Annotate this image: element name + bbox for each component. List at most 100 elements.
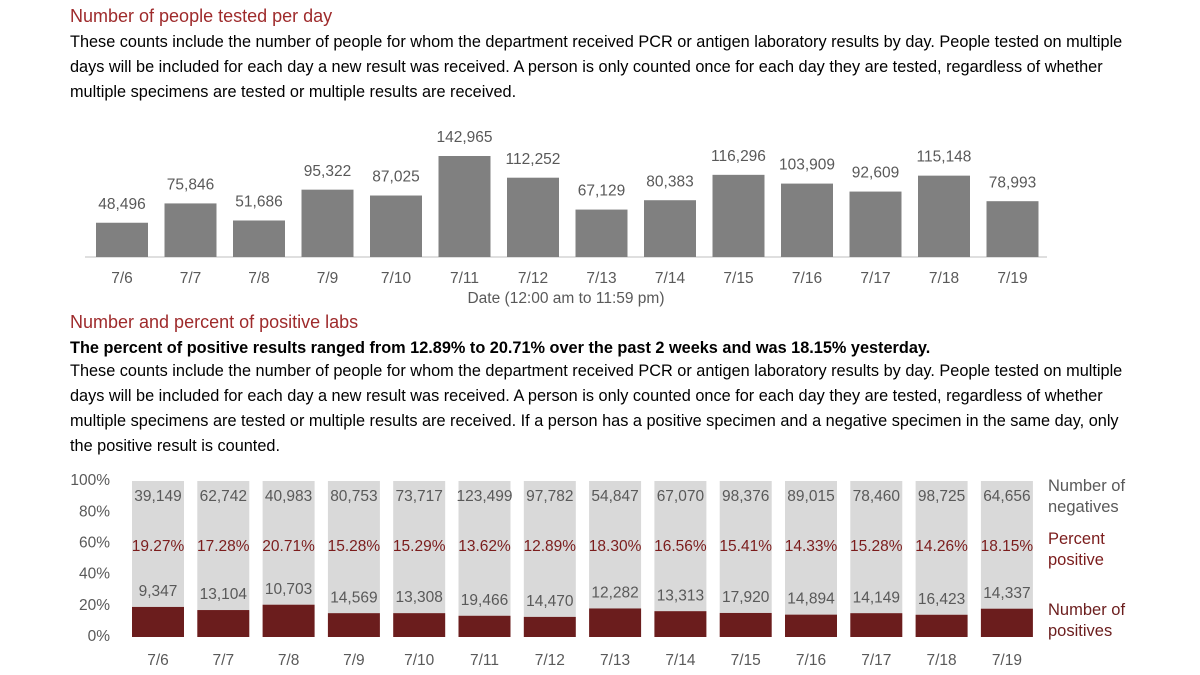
negatives-label: 67,070 <box>657 488 705 505</box>
value-label: 78,993 <box>989 174 1036 191</box>
bar <box>849 191 902 257</box>
negatives-bar <box>132 481 184 607</box>
negatives-bar <box>197 481 250 611</box>
positives-label: 9,347 <box>139 583 178 600</box>
bar <box>575 209 628 257</box>
positives-bar <box>523 616 576 637</box>
negatives-label: 98,725 <box>918 488 965 505</box>
positives-bar <box>132 606 184 637</box>
legend-entry: Percent positive <box>1048 530 1105 569</box>
negatives-label: 54,847 <box>591 488 638 505</box>
x-tick-label: 7/13 <box>586 270 616 287</box>
positives-label: 14,149 <box>853 589 900 606</box>
x-tick-label: 7/15 <box>731 652 761 669</box>
negatives-bar <box>980 481 1033 609</box>
negatives-bar <box>393 481 446 614</box>
y-tick-label: 60% <box>79 534 110 551</box>
y-tick-label: 0% <box>88 628 111 645</box>
positives-bar <box>458 615 511 637</box>
positives-bar <box>850 613 903 637</box>
value-label: 48,496 <box>98 196 145 213</box>
positives-bar <box>589 608 642 637</box>
x-tick-label: 7/8 <box>278 652 300 669</box>
value-label: 142,965 <box>436 129 492 146</box>
positives-label: 17,920 <box>722 589 770 606</box>
x-tick-label: 7/11 <box>450 270 479 287</box>
x-tick-label: 7/18 <box>927 652 957 669</box>
percent-label: 15.28% <box>328 538 381 555</box>
negatives-label: 89,015 <box>787 488 834 505</box>
negatives-bar <box>523 481 576 617</box>
positives-bar <box>785 614 837 637</box>
x-tick-label: 7/7 <box>180 270 202 287</box>
x-tick-label: 7/14 <box>655 270 686 287</box>
description: These counts include the number of peopl… <box>70 362 1123 455</box>
percent-label: 18.30% <box>589 538 642 555</box>
x-tick-label: 7/15 <box>723 270 753 287</box>
positives-label: 19,466 <box>461 592 508 609</box>
bar <box>918 175 970 257</box>
bar <box>712 174 765 257</box>
percent-label: 19.27% <box>132 538 185 555</box>
negatives-bar <box>327 481 380 614</box>
y-tick-label: 40% <box>79 566 110 583</box>
percent-label: 18.15% <box>981 538 1034 555</box>
bar <box>438 156 491 257</box>
negatives-bar <box>785 481 837 615</box>
x-tick-label: 7/17 <box>861 652 891 669</box>
negatives-label: 97,782 <box>526 488 573 505</box>
x-tick-label: 7/14 <box>665 652 696 669</box>
x-tick-label: 7/16 <box>792 270 822 287</box>
x-tick-label: 7/12 <box>518 270 548 287</box>
x-tick-label: 7/9 <box>343 652 365 669</box>
positives-label: 13,308 <box>395 589 442 606</box>
positives-label: 10,703 <box>265 581 312 598</box>
percent-label: 16.56% <box>654 538 707 555</box>
negatives-label: 64,656 <box>983 488 1030 505</box>
value-label: 80,383 <box>646 173 693 190</box>
positives-label: 13,313 <box>657 587 704 604</box>
positives-bar <box>197 610 250 637</box>
positives-bar <box>915 614 968 637</box>
legend-entry: Number of negatives <box>1048 477 1126 516</box>
x-tick-label: 7/9 <box>317 270 339 287</box>
positives-bar <box>262 604 315 637</box>
positives-label: 12,282 <box>591 585 638 602</box>
x-axis-label: Date (12:00 am to 11:59 pm) <box>467 290 664 307</box>
value-label: 87,025 <box>372 169 419 186</box>
x-tick-label: 7/19 <box>992 652 1022 669</box>
x-tick-label: 7/7 <box>213 652 235 669</box>
negatives-label: 39,149 <box>134 488 181 505</box>
positives-bar <box>980 608 1033 637</box>
negatives-bar <box>589 481 642 609</box>
value-label: 67,129 <box>578 183 625 200</box>
percent-label: 20.71% <box>262 538 315 555</box>
bar <box>164 203 217 257</box>
x-tick-label: 7/11 <box>470 652 499 669</box>
value-label: 112,252 <box>506 151 561 168</box>
negatives-bar <box>262 481 315 605</box>
description: These counts include the number of peopl… <box>70 33 1123 101</box>
x-tick-label: 7/12 <box>535 652 565 669</box>
section-title: Number of people tested per day <box>70 6 333 26</box>
negatives-bar <box>654 481 707 612</box>
percent-label: 14.33% <box>785 538 838 555</box>
x-tick-label: 7/6 <box>147 652 169 669</box>
y-tick-label: 80% <box>79 503 110 520</box>
percent-label: 15.28% <box>850 538 903 555</box>
bar <box>96 222 148 257</box>
x-tick-label: 7/18 <box>929 270 959 287</box>
negatives-bar <box>850 481 903 614</box>
value-label: 92,609 <box>852 165 899 182</box>
positives-label: 14,470 <box>526 593 574 610</box>
positives-bar <box>654 611 707 637</box>
negatives-label: 123,499 <box>456 488 512 505</box>
x-tick-label: 7/13 <box>600 652 630 669</box>
legend-entry: Number of positives <box>1048 601 1126 640</box>
section-title: Number and percent of positive labs <box>70 312 359 332</box>
negatives-label: 78,460 <box>853 488 901 505</box>
positives-label: 14,337 <box>983 585 1030 602</box>
positives-label: 14,569 <box>330 589 377 606</box>
note: The percent of positive results ranged f… <box>70 339 931 357</box>
